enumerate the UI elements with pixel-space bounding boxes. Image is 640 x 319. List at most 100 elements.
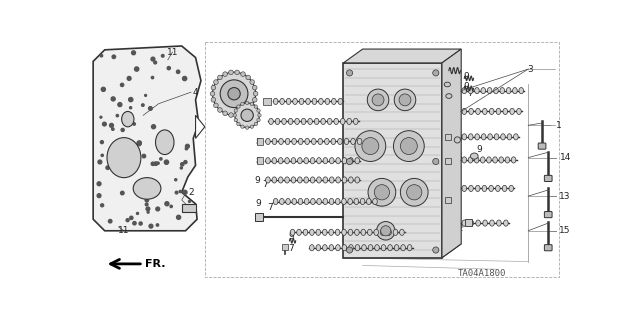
- Ellipse shape: [374, 245, 380, 251]
- Ellipse shape: [285, 138, 290, 145]
- Circle shape: [220, 80, 248, 108]
- Circle shape: [151, 77, 154, 79]
- Ellipse shape: [513, 87, 517, 94]
- Ellipse shape: [360, 198, 365, 204]
- Ellipse shape: [349, 177, 353, 183]
- Ellipse shape: [490, 220, 494, 226]
- Ellipse shape: [361, 229, 365, 235]
- Circle shape: [139, 222, 142, 225]
- Ellipse shape: [334, 118, 339, 124]
- Text: 14: 14: [559, 153, 571, 162]
- Ellipse shape: [490, 108, 494, 115]
- Circle shape: [101, 154, 104, 156]
- Ellipse shape: [505, 157, 509, 163]
- Text: 9: 9: [288, 233, 294, 241]
- Ellipse shape: [122, 111, 134, 127]
- Ellipse shape: [304, 177, 308, 183]
- Ellipse shape: [342, 158, 347, 164]
- Ellipse shape: [272, 177, 276, 183]
- Circle shape: [241, 109, 253, 122]
- Ellipse shape: [394, 245, 399, 251]
- Ellipse shape: [321, 118, 326, 124]
- Circle shape: [147, 211, 149, 213]
- Ellipse shape: [280, 198, 284, 204]
- Ellipse shape: [506, 87, 511, 94]
- Circle shape: [146, 207, 150, 211]
- Circle shape: [142, 154, 146, 158]
- Ellipse shape: [272, 158, 276, 164]
- Ellipse shape: [303, 229, 308, 235]
- Circle shape: [136, 212, 138, 214]
- Bar: [344, 63, 442, 258]
- Ellipse shape: [469, 220, 474, 226]
- Bar: [445, 158, 451, 164]
- Circle shape: [120, 191, 124, 195]
- Circle shape: [182, 77, 187, 81]
- Circle shape: [367, 89, 389, 111]
- Circle shape: [433, 70, 439, 76]
- Ellipse shape: [317, 198, 321, 204]
- Bar: [282, 244, 288, 250]
- Circle shape: [246, 126, 249, 129]
- Ellipse shape: [399, 229, 404, 235]
- Circle shape: [154, 162, 157, 166]
- Circle shape: [250, 103, 255, 108]
- Circle shape: [372, 94, 384, 106]
- Ellipse shape: [347, 118, 351, 124]
- Circle shape: [129, 121, 131, 123]
- Ellipse shape: [291, 158, 296, 164]
- Circle shape: [223, 111, 227, 116]
- Circle shape: [401, 178, 428, 206]
- Ellipse shape: [266, 138, 270, 145]
- Ellipse shape: [342, 245, 347, 251]
- Ellipse shape: [388, 245, 392, 251]
- Ellipse shape: [269, 118, 273, 124]
- Bar: [182, 204, 196, 211]
- Circle shape: [111, 128, 114, 130]
- Circle shape: [177, 215, 180, 219]
- Circle shape: [145, 94, 147, 96]
- Ellipse shape: [462, 220, 467, 226]
- Ellipse shape: [342, 177, 347, 183]
- Circle shape: [183, 190, 187, 194]
- Ellipse shape: [298, 198, 303, 204]
- Circle shape: [129, 107, 132, 109]
- Ellipse shape: [280, 98, 284, 105]
- Polygon shape: [196, 115, 205, 138]
- Circle shape: [228, 70, 234, 75]
- Circle shape: [175, 191, 178, 194]
- Circle shape: [100, 204, 104, 207]
- Ellipse shape: [325, 98, 330, 105]
- Bar: [445, 134, 451, 140]
- Circle shape: [98, 160, 102, 164]
- Ellipse shape: [310, 177, 315, 183]
- Ellipse shape: [298, 158, 302, 164]
- Ellipse shape: [476, 108, 480, 115]
- Circle shape: [374, 185, 390, 200]
- Polygon shape: [442, 49, 461, 258]
- Circle shape: [101, 87, 106, 92]
- Circle shape: [130, 216, 133, 219]
- Ellipse shape: [462, 134, 467, 140]
- Circle shape: [151, 162, 154, 166]
- Ellipse shape: [310, 245, 314, 251]
- Circle shape: [212, 72, 255, 115]
- Ellipse shape: [297, 229, 301, 235]
- Circle shape: [394, 89, 416, 111]
- Text: 2: 2: [188, 188, 194, 197]
- Circle shape: [184, 160, 187, 164]
- Circle shape: [246, 75, 250, 80]
- Circle shape: [100, 141, 104, 144]
- Circle shape: [151, 57, 155, 61]
- Circle shape: [145, 198, 148, 202]
- Ellipse shape: [353, 118, 358, 124]
- Circle shape: [157, 162, 159, 164]
- Ellipse shape: [285, 177, 289, 183]
- Ellipse shape: [496, 108, 500, 115]
- Circle shape: [233, 114, 237, 117]
- Circle shape: [132, 51, 136, 55]
- Ellipse shape: [475, 134, 479, 140]
- Ellipse shape: [344, 138, 349, 145]
- Ellipse shape: [462, 157, 467, 163]
- Circle shape: [211, 98, 216, 102]
